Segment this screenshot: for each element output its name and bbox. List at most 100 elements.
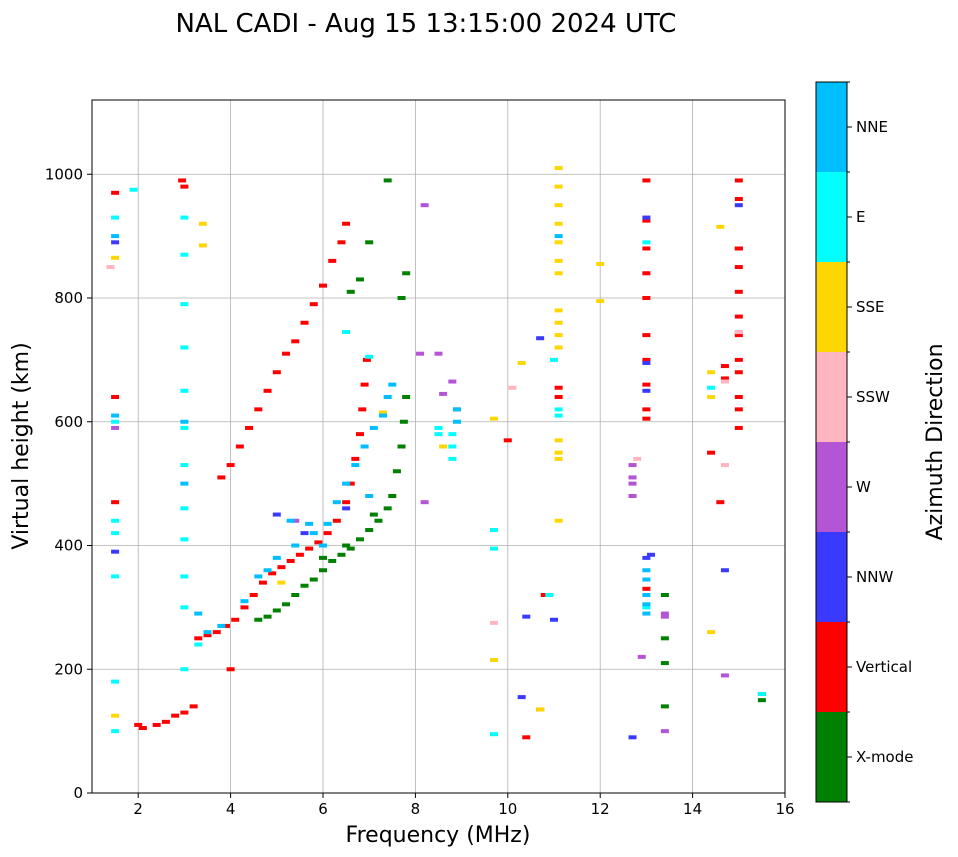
echo-point [189,704,198,709]
echo-point [642,382,651,387]
echo-point [217,623,226,628]
echo-point [305,521,314,526]
echo-point [111,419,120,424]
echo-point [198,243,207,248]
echo-point [272,608,281,613]
echo-point [180,537,189,542]
echo-point [642,586,651,591]
echo-point [217,475,226,480]
echo-point [180,184,189,189]
echo-point [554,456,563,461]
echo-point [642,357,651,362]
colorbar-label: Azimuth Direction [923,343,948,540]
echo-point [420,203,429,208]
echo-point [734,246,743,251]
series-sse [111,166,725,718]
echo-point [642,333,651,338]
echo-point [152,722,161,727]
x-tick-label: 4 [226,800,236,818]
echo-point [434,425,443,430]
echo-point [734,178,743,183]
x-tick-label: 16 [775,800,794,818]
echo-point [734,333,743,338]
echo-point [660,661,669,666]
colorbar-tick-label: NNE [856,118,888,136]
colorbar-segment [816,82,847,172]
echo-point [707,450,716,455]
echo-point [111,729,120,734]
axis-ticks: 2 4 6 8 10 12 14 16 0 200 400 600 800 1000 [45,165,795,818]
echo-point [628,735,637,740]
echo-point [720,568,729,573]
echo-point [180,215,189,220]
echo-point [439,391,448,396]
series-vertical [111,178,743,740]
colorbar-tick-label: SSE [856,298,885,316]
grid-lines [92,100,786,794]
echo-point [111,215,120,220]
echo-point [300,320,309,325]
echo-point [355,537,364,542]
echo-point [194,636,203,641]
echo-point [194,611,203,616]
echo-point [286,558,295,563]
echo-point [660,636,669,641]
echo-point [309,531,318,536]
echo-point [448,432,457,437]
echo-point [642,388,651,393]
echo-point [249,593,258,597]
echo-point [642,555,651,560]
echo-point [365,240,374,245]
echo-point [383,395,392,399]
echo-point [734,395,743,399]
echo-point [596,261,605,266]
echo-point [111,574,120,579]
echo-point [642,577,651,582]
echo-point [180,419,189,424]
colorbar-tick-label: NNW [856,568,893,586]
echo-point [647,552,656,557]
echo-point [161,719,170,724]
echo-point [596,299,605,304]
echo-point [554,320,563,325]
echo-point [332,500,341,505]
echo-point [346,289,355,294]
echo-point [240,605,249,610]
colorbar-segment [816,622,847,712]
echo-point [554,166,563,171]
echo-point [355,432,364,437]
echo-point [221,623,230,628]
echo-point [235,444,244,449]
echo-point [111,425,120,430]
series-e [111,187,766,737]
echo-point [554,308,563,313]
echo-point [180,506,189,511]
echo-point [489,732,498,737]
echo-point [111,255,120,260]
echo-point [660,729,669,734]
echo-point [203,630,212,635]
echo-point [757,698,766,703]
echo-point [734,425,743,430]
echo-point [734,203,743,208]
echo-point [342,221,351,226]
series-w [111,203,743,734]
echo-point [263,568,272,573]
echo-point [369,425,378,430]
colorbar-frame [815,81,848,803]
echo-point [342,543,351,548]
echo-point [203,633,212,638]
echo-point [554,258,563,263]
echo-point [355,277,364,282]
echo-point [720,673,729,678]
echo-point [642,416,651,421]
x-tick-label: 10 [498,800,517,818]
echo-point [554,271,563,276]
echo-point [554,385,563,390]
echo-point [342,506,351,511]
colorbar-tick-label: Vertical [856,658,912,676]
echo-point [111,240,120,245]
echo-point [388,382,397,387]
echo-point [337,552,346,557]
echo-point [309,577,318,582]
